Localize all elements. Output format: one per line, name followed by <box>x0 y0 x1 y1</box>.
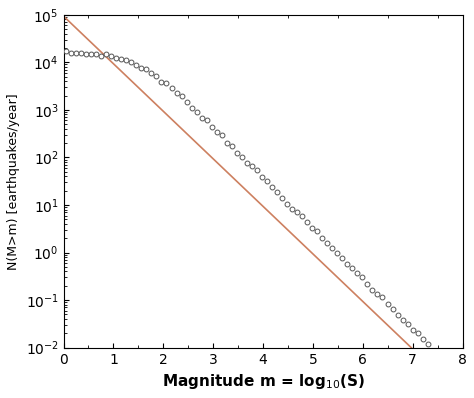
X-axis label: Magnitude m = log$_{10}$(S): Magnitude m = log$_{10}$(S) <box>162 372 365 391</box>
Y-axis label: N(M>m) [earthquakes/year]: N(M>m) [earthquakes/year] <box>7 93 20 269</box>
